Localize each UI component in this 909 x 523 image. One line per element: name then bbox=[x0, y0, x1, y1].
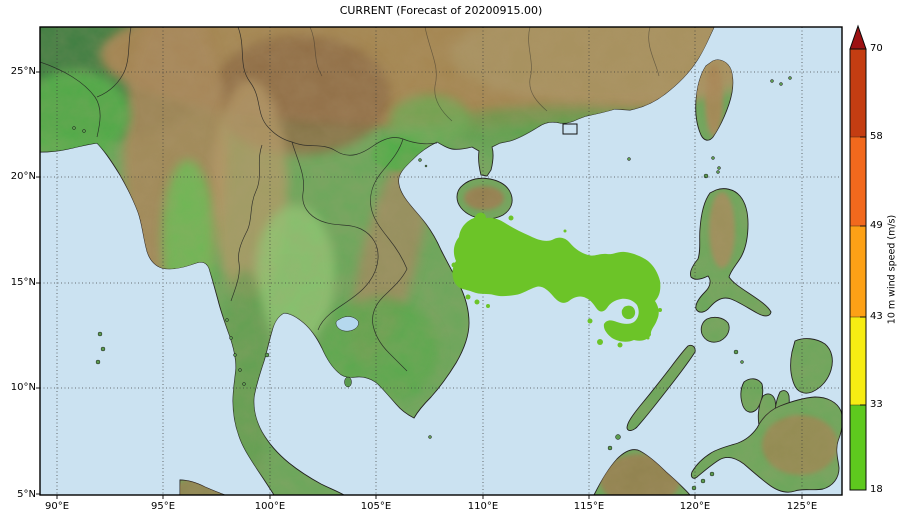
colorbar-tick-43: 43 bbox=[870, 311, 883, 322]
y-tick-25n: 25°N bbox=[10, 66, 36, 77]
colorbar-segment-49-58 bbox=[850, 137, 866, 226]
x-tick-110e: 110°E bbox=[467, 501, 499, 512]
colorbar-tick-49: 49 bbox=[870, 220, 883, 231]
x-tick-105e: 105°E bbox=[360, 501, 392, 512]
wind-region-main-blob bbox=[452, 212, 661, 342]
colorbar-tick-70: 70 bbox=[870, 43, 883, 54]
colorbar-segment-18-33 bbox=[850, 405, 866, 490]
region-box-marker bbox=[562, 123, 578, 135]
figure-title: CURRENT (Forecast of 20200915.00) bbox=[339, 4, 543, 17]
colorbar-segment-33-43 bbox=[850, 317, 866, 405]
map-frame bbox=[39, 26, 843, 496]
wind-region-inner-fragment bbox=[621, 305, 636, 320]
colorbar-tick-58: 58 bbox=[870, 131, 883, 142]
colorbar-segment-58-70 bbox=[850, 49, 866, 137]
y-tick-20n: 20°N bbox=[10, 171, 36, 182]
y-tick-15n: 15°N bbox=[10, 277, 36, 288]
country-borders bbox=[40, 27, 660, 372]
colorbar-outline bbox=[849, 48, 867, 491]
graticule-gridlines bbox=[40, 27, 842, 495]
x-tick-100e: 100°E bbox=[254, 501, 286, 512]
small-islands bbox=[72, 76, 792, 491]
colorbar-over-arrow bbox=[849, 24, 867, 50]
y-tick-5n: 5°N bbox=[17, 489, 36, 500]
y-tick-10n: 10°N bbox=[10, 382, 36, 393]
colorbar-tick-33: 33 bbox=[870, 399, 883, 410]
colorbar bbox=[849, 24, 867, 491]
x-tick-125e: 125°E bbox=[786, 501, 818, 512]
axis-ticks bbox=[36, 71, 803, 499]
colorbar-segment-43-49 bbox=[850, 226, 866, 317]
x-tick-115e: 115°E bbox=[573, 501, 605, 512]
x-tick-120e: 120°E bbox=[679, 501, 711, 512]
wind-speed-region bbox=[451, 212, 662, 348]
wind-region-satellites bbox=[451, 215, 662, 348]
colorbar-axis-label: 10 m wind speed (m/s) bbox=[886, 214, 898, 325]
x-tick-90e: 90°E bbox=[44, 501, 70, 512]
colorbar-tick-18: 18 bbox=[870, 484, 883, 495]
x-tick-95e: 95°E bbox=[150, 501, 176, 512]
lake-tonle-sap bbox=[335, 316, 359, 332]
